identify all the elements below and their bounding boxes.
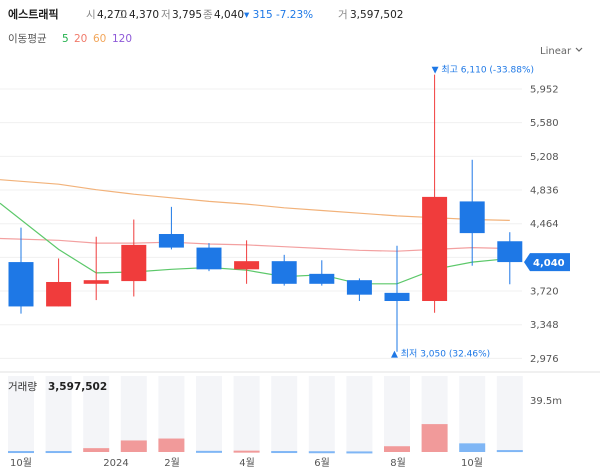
y-tick-label: 5,580 <box>530 118 559 129</box>
volume-bar <box>83 448 110 452</box>
candle-body <box>309 273 335 284</box>
volume-bar <box>384 446 410 452</box>
x-tick-label: 2월 <box>164 457 180 469</box>
volume-column-bg <box>196 376 222 452</box>
volume-column-bg <box>233 376 260 452</box>
volume-column-bg <box>45 376 72 452</box>
ma-legend-period: 20 <box>74 33 87 45</box>
x-tick-label: 6월 <box>314 457 330 469</box>
volume-column-bg <box>120 376 147 452</box>
candle-body <box>497 241 523 263</box>
volume-column-bg <box>271 376 298 452</box>
volume-bar <box>158 438 185 452</box>
candle-body <box>46 281 72 307</box>
y-tick-label: 5,208 <box>530 152 559 163</box>
volume-bar <box>8 451 34 454</box>
volume-column-bg <box>496 376 523 452</box>
volume-bar <box>308 451 335 454</box>
header-volume: 3,597,502 <box>350 9 403 21</box>
header-close: 4,040 <box>214 9 244 21</box>
candle-body <box>459 201 485 234</box>
candle-body <box>158 234 184 248</box>
y-tick-label: 4,464 <box>530 219 559 230</box>
candle-body <box>8 262 34 307</box>
candle-body <box>83 280 109 284</box>
ma-legend-label: 이동평균 <box>8 33 47 45</box>
header-change: ▾ 315 -7.23% <box>244 9 313 21</box>
volume-bar <box>459 443 486 452</box>
y-tick-label: 2,976 <box>530 354 559 365</box>
volume-label: 거래량 <box>8 381 37 393</box>
header-volume-label: 거 <box>338 9 348 21</box>
y-tick-label: 4,836 <box>530 186 559 197</box>
volume-column-bg <box>459 376 486 452</box>
header-high-label: 고 <box>118 9 128 21</box>
candle-body <box>346 280 372 295</box>
high-annotation: ▼ 최고 6,110 (-33.88%) <box>432 65 534 76</box>
volume-column-bg <box>384 376 410 452</box>
volume-column-bg <box>346 376 373 452</box>
volume-bar <box>233 450 260 453</box>
y-tick-label: 3,720 <box>530 287 559 298</box>
ma-legend-period: 60 <box>93 33 106 45</box>
volume-bar <box>196 450 222 453</box>
scale-label[interactable]: Linear <box>540 46 572 57</box>
candle-body <box>234 261 260 270</box>
volume-bar <box>120 440 147 452</box>
header-low: 3,795 <box>172 9 202 21</box>
header-high: 4,370 <box>129 9 159 21</box>
header-open-label: 시 <box>86 9 96 21</box>
volume-bar <box>271 451 298 454</box>
x-tick-label: 10월 <box>10 457 32 469</box>
x-tick-label: 2024 <box>103 458 128 469</box>
volume-column-bg <box>8 376 34 452</box>
volume-max-label: 39.5m <box>530 396 562 407</box>
x-tick-label: 8월 <box>390 457 406 469</box>
candle-body <box>196 247 222 270</box>
volume-bar <box>45 451 72 454</box>
ma-legend-period: 120 <box>112 33 132 45</box>
chevron-down-icon[interactable] <box>575 47 583 52</box>
y-tick-label: 5,952 <box>530 84 559 95</box>
stock-name: 에스트래픽 <box>8 7 59 21</box>
candle-body <box>384 292 410 302</box>
volume-value: 3,597,502 <box>48 381 107 393</box>
current-price-label: 4,040 <box>533 258 565 269</box>
ma-legend-period: 5 <box>62 33 69 45</box>
header-low-label: 저 <box>161 9 171 21</box>
current-price-tag <box>524 253 570 272</box>
volume-bar <box>421 424 448 452</box>
header-close-label: 종 <box>203 9 213 21</box>
x-tick-label: 10월 <box>461 457 483 469</box>
y-tick-label: 3,348 <box>530 320 559 331</box>
header-open: 4,270 <box>97 9 127 21</box>
candle-body <box>271 261 297 284</box>
candle-body <box>121 244 147 282</box>
low-annotation: ▲ 최저 3,050 (32.46%) <box>391 349 490 360</box>
volume-column-bg <box>308 376 335 452</box>
x-tick-label: 4월 <box>239 457 255 469</box>
volume-bar <box>496 450 523 453</box>
volume-bar <box>346 451 373 454</box>
candle-body <box>422 196 448 302</box>
volume-column-bg <box>83 376 110 452</box>
